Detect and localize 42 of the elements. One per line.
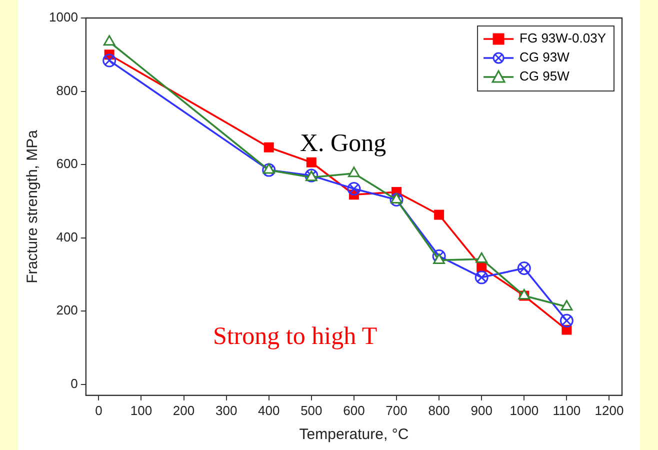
- x-tick-label: 600: [343, 402, 365, 418]
- point: [264, 142, 274, 152]
- y-tick-label: 0: [70, 376, 78, 391]
- point: [476, 252, 488, 263]
- point: [432, 249, 446, 263]
- annotation: Strong to high T: [213, 323, 378, 351]
- x-tick-label: 300: [215, 402, 238, 418]
- x-tick-label: 700: [386, 402, 408, 418]
- y-tick-label: 800: [56, 82, 78, 98]
- legend-label: FG 93W-0.03Y: [520, 30, 606, 46]
- point: [102, 54, 116, 68]
- y-axis-title: Fracture strength, MPa: [24, 129, 42, 284]
- x-tick-label: 0: [95, 402, 102, 418]
- point: [517, 262, 531, 276]
- legend-label: CG 95W: [520, 68, 570, 84]
- y-tick-label: 600: [56, 156, 78, 172]
- point: [474, 270, 488, 284]
- point: [433, 253, 445, 264]
- point: [434, 210, 444, 220]
- point: [560, 314, 574, 328]
- x-tick-label: 100: [130, 402, 152, 418]
- x-tick-label: 1100: [552, 402, 581, 418]
- x-tick-label: 200: [172, 402, 195, 418]
- point: [348, 166, 360, 178]
- x-tick-label: 400: [258, 402, 280, 418]
- legend-label: CG 93W: [520, 50, 570, 65]
- x-axis-title: Temperature, °C: [299, 426, 409, 444]
- x-tick-label: 900: [470, 402, 492, 418]
- y-tick-label: 400: [56, 229, 78, 244]
- x-tick-label: 500: [300, 402, 322, 418]
- point: [262, 163, 276, 177]
- y-tick-label: 200: [56, 302, 78, 318]
- annotation: X. Gong: [300, 130, 386, 158]
- x-tick-label: 800: [428, 402, 450, 418]
- point: [347, 182, 361, 196]
- x-tick-label: 1000: [510, 402, 539, 418]
- point: [103, 35, 116, 46]
- y-tick-label: 1000: [49, 10, 78, 25]
- point: [390, 192, 404, 206]
- x-tick-label: 1200: [594, 402, 624, 418]
- point: [560, 300, 573, 310]
- point: [306, 157, 316, 168]
